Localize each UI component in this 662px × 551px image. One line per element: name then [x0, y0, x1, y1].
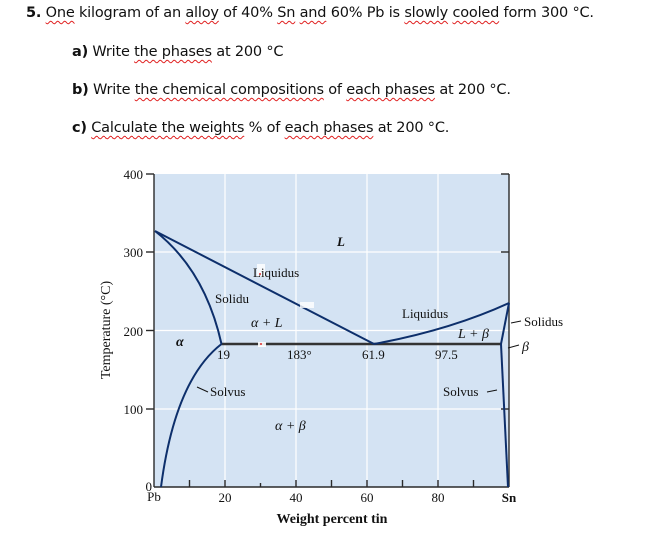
spellcheck-word: cooled	[452, 5, 500, 21]
svg-text:80: 80	[432, 490, 445, 505]
svg-text:400: 400	[124, 167, 144, 182]
svg-text:200: 200	[124, 324, 144, 339]
spellcheck-word: and	[299, 5, 327, 21]
svg-text:Liquidus: Liquidus	[253, 265, 299, 280]
grid	[154, 174, 509, 487]
question-part-c: c) Calculate the weights % of each phase…	[72, 120, 450, 136]
x-tick-labels: Pb 20 40 60 80 Sn	[147, 489, 517, 505]
svg-text:Solidu: Solidu	[215, 291, 249, 306]
solvus-left-line	[160, 343, 223, 488]
svg-text:L + β: L + β	[457, 327, 489, 342]
svg-text:Pb: Pb	[147, 489, 161, 504]
svg-text:Liquidus: Liquidus	[402, 306, 448, 321]
leader-lines	[196, 320, 522, 393]
solidus-left-line	[154, 230, 223, 345]
svg-text:α + L: α + L	[251, 316, 283, 331]
y-axis-title: Temperature (°C)	[99, 281, 114, 380]
liquidus-right-line	[373, 302, 510, 345]
spellcheck-word: alloy	[185, 5, 219, 21]
annotations: L Liquidus Solidu α + L α 19 183° 61.9 9…	[176, 234, 563, 434]
question-stem: 5. One kilogram of an alloy of 40% Sn an…	[26, 5, 594, 21]
svg-text:Sn: Sn	[502, 490, 517, 505]
svg-text:183°: 183°	[287, 347, 312, 362]
solidus-right-line	[500, 302, 510, 345]
svg-text:α + β: α + β	[275, 419, 306, 434]
svg-text:Solvus: Solvus	[443, 384, 478, 399]
svg-text:300: 300	[124, 245, 144, 260]
svg-text:20: 20	[219, 490, 232, 505]
svg-text:97.5: 97.5	[435, 347, 458, 362]
svg-text:100: 100	[124, 402, 144, 417]
question-number: 5.	[26, 5, 42, 21]
spellcheck-word: Sn	[277, 5, 296, 21]
solvus-right-line	[500, 343, 509, 488]
svg-text:0: 0	[146, 479, 153, 494]
svg-text:α: α	[176, 335, 184, 350]
svg-text:L: L	[336, 234, 345, 249]
phase-boundaries	[154, 230, 510, 488]
liquidus-left-line	[154, 230, 375, 345]
svg-text:61.9: 61.9	[362, 347, 385, 362]
svg-text:40: 40	[290, 490, 303, 505]
question-part-a: a) Write the phases at 200 °C	[72, 44, 284, 60]
svg-text:60: 60	[361, 490, 374, 505]
spellcheck-word: One	[45, 5, 75, 21]
y-tick-labels: 400 300 200 100 0	[124, 167, 153, 494]
question-part-b: b) Write the chemical compositions of ea…	[72, 82, 511, 98]
svg-text:Solidus: Solidus	[524, 314, 563, 329]
spellcheck-word: slowly	[404, 5, 449, 21]
svg-text:Solvus: Solvus	[210, 384, 245, 399]
svg-text:19: 19	[217, 347, 230, 362]
x-axis-title: Weight percent tin	[277, 512, 388, 527]
svg-text:β: β	[521, 340, 529, 355]
axes	[146, 173, 510, 488]
